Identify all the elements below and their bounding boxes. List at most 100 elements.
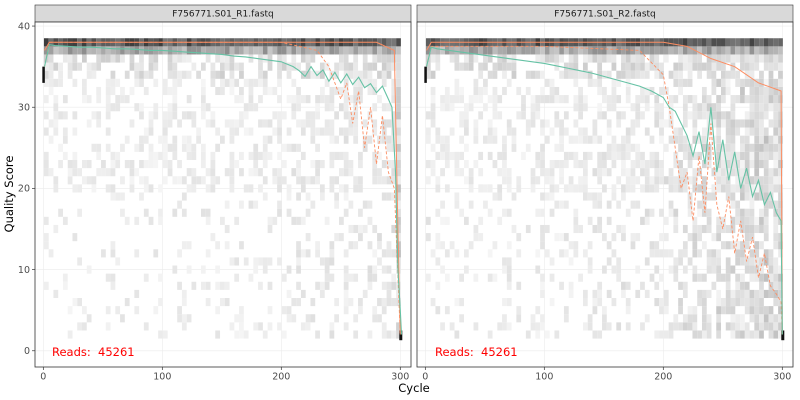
heat-tile [716, 306, 722, 315]
heat-tile [143, 176, 149, 185]
heat-tile [525, 143, 531, 152]
heat-tile [372, 151, 378, 160]
heat-tile [773, 208, 779, 217]
heat-tile [682, 281, 688, 290]
heat-tile [735, 127, 741, 136]
heat-tile [544, 78, 550, 87]
heat-tile [353, 86, 359, 96]
heat-tile [606, 46, 612, 55]
heat-tile [258, 184, 263, 193]
heat-tile [248, 127, 254, 136]
heat-tile [205, 184, 211, 193]
heat-tile [215, 281, 221, 290]
heat-tile [763, 224, 769, 234]
heat-tile [229, 151, 235, 160]
heat-tile [716, 38, 722, 47]
heat-tile [735, 160, 741, 169]
heat-tile [549, 192, 555, 201]
heat-tile [701, 127, 707, 136]
heat-tile [267, 86, 273, 96]
heat-tile [768, 322, 774, 331]
heat-tile [549, 160, 555, 169]
heat-tile [358, 95, 363, 104]
heat-tile [277, 46, 282, 55]
heat-tile [673, 257, 679, 266]
heat-tile [158, 330, 163, 339]
heat-tile [754, 184, 760, 193]
heat-tile [158, 184, 163, 193]
heat-tile [721, 184, 726, 193]
heat-tile [692, 103, 698, 112]
heat-tile [459, 86, 464, 96]
heat-tile [673, 160, 679, 169]
heat-tile [62, 95, 68, 104]
heat-tile [606, 54, 612, 63]
heat-tile [716, 151, 722, 160]
heat-tile [744, 224, 750, 234]
heat-tile [768, 265, 774, 274]
plot-border-r2 [416, 21, 794, 368]
heat-tile [754, 306, 760, 315]
heat-tile [440, 265, 445, 274]
heat-tile [706, 249, 712, 258]
heat-tile [205, 46, 211, 55]
heat-tile [773, 54, 779, 63]
heat-tile [773, 143, 779, 152]
heat-tile [682, 103, 688, 112]
heat-tile [444, 273, 450, 282]
heat-tile [262, 151, 268, 160]
heat-tile [372, 119, 378, 128]
heat-tile [396, 216, 401, 225]
heat-tile [616, 151, 622, 160]
heat-tile [649, 208, 655, 217]
heat-tile [124, 160, 130, 169]
heat-tile [778, 208, 783, 217]
heat-tile [391, 168, 397, 177]
heat-tile [220, 62, 225, 71]
heat-tile [635, 103, 641, 112]
heat-tile [511, 143, 517, 152]
heat-tile [635, 54, 641, 63]
heat-tile [492, 127, 498, 136]
heat-tile [386, 289, 392, 298]
heat-tile [82, 306, 87, 315]
heat-tile [353, 111, 359, 120]
heat-tile [654, 103, 660, 112]
heat-tile [749, 70, 755, 79]
heat-tile [682, 322, 688, 331]
cycle-end-marker [781, 330, 785, 341]
heat-tile [711, 281, 717, 290]
heat-tile [329, 46, 335, 55]
heat-tile [143, 273, 149, 282]
heat-tile [730, 143, 736, 152]
heat-tile [706, 265, 712, 274]
heat-tile [353, 78, 359, 87]
heat-tile [540, 168, 545, 177]
heat-tile [768, 70, 774, 79]
heat-tile [82, 160, 87, 169]
heat-tile [582, 322, 588, 331]
heat-tile [597, 289, 603, 298]
heat-tile [578, 224, 583, 234]
heat-tile [511, 70, 517, 79]
heat-tile [735, 273, 741, 282]
heat-tile [768, 330, 774, 339]
heat-tile [253, 257, 259, 266]
heat-tile [644, 127, 650, 136]
heat-tile [692, 135, 698, 144]
heat-tile [749, 257, 755, 266]
heat-tile [239, 322, 244, 331]
heat-tile [286, 314, 292, 323]
heat-tile [43, 62, 49, 71]
heat-tile [502, 298, 507, 307]
heat-tile [105, 127, 111, 136]
heat-tile [468, 184, 474, 193]
heat-tile [582, 176, 588, 185]
heat-tile [621, 224, 626, 234]
heat-tile [248, 273, 254, 282]
heat-tile [86, 46, 92, 55]
heat-tile [573, 135, 579, 144]
heat-tile [511, 54, 517, 63]
heat-tile [763, 151, 769, 160]
heat-tile [224, 54, 230, 63]
